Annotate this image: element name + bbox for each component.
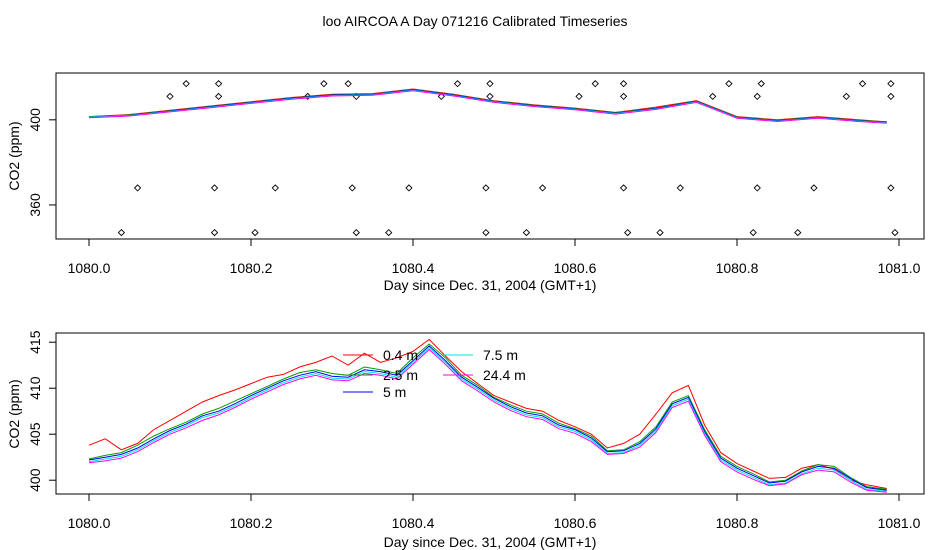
data-marker [486, 80, 494, 88]
data-marker [575, 92, 583, 101]
data-marker [271, 184, 279, 192]
data-marker [753, 92, 761, 101]
x-tick-label: 1080.2 [230, 515, 273, 531]
x-tick-label: 1080.8 [716, 260, 759, 276]
data-marker [810, 184, 818, 192]
x-tick-label: 1080.8 [716, 515, 759, 531]
y-axis-label: CO2 (ppm) [6, 121, 22, 190]
data-marker [320, 80, 328, 88]
x-tick-label: 1080.6 [554, 260, 597, 276]
data-marker [891, 228, 899, 237]
legend-label: 7.5 m [483, 347, 518, 363]
data-marker [887, 92, 895, 101]
y-tick-label: 415 [27, 330, 43, 354]
x-tick-label: 1080.6 [554, 515, 597, 531]
y-tick-label: 410 [27, 376, 43, 400]
data-marker [214, 92, 223, 101]
chart-panel-1: 1080.0 1080.2 1080.4 1080.6 1080.8 1081.0 360… [6, 72, 925, 293]
data-marker [858, 80, 867, 88]
data-marker [842, 92, 850, 101]
data-marker [214, 80, 223, 88]
x-axis: 1080.0 1080.2 1080.4 1080.6 1080.8 1081.0 [68, 493, 921, 531]
x-axis-label: Day since Dec. 31, 2004 (GMT+1) [384, 277, 597, 293]
data-marker [166, 92, 174, 101]
data-marker [385, 228, 393, 237]
data-marker [486, 92, 494, 101]
data-marker [210, 184, 219, 192]
y-axis-label: CO2 (ppm) [6, 379, 22, 448]
x-tick-label: 1080.4 [392, 260, 435, 276]
data-marker [182, 80, 190, 88]
series-line [88, 343, 887, 490]
legend-label: 24.4 m [483, 367, 526, 383]
data-marker [538, 184, 547, 192]
y-tick-label: 360 [27, 193, 43, 217]
y-axis: 400 405 410 415 [27, 330, 56, 492]
legend-label: 0.4 m [383, 347, 418, 363]
data-marker [749, 228, 757, 237]
data-marker [725, 80, 733, 88]
x-axis: 1080.0 1080.2 1080.4 1080.6 1080.8 1081.0 [68, 238, 921, 276]
data-marker [887, 80, 895, 88]
x-tick-label: 1080.0 [68, 260, 111, 276]
data-marker [656, 228, 664, 237]
y-tick-label: 400 [27, 108, 43, 132]
data-marker [304, 92, 312, 101]
marker-layer [117, 80, 899, 237]
x-tick-label: 1080.2 [230, 260, 273, 276]
data-marker [453, 80, 462, 88]
data-marker [887, 184, 895, 192]
series-line [88, 88, 887, 123]
data-marker [522, 228, 531, 237]
data-marker [757, 80, 765, 88]
legend-label: 5 m [383, 384, 406, 400]
data-marker [352, 228, 360, 237]
series-line [88, 338, 887, 489]
series-line [88, 90, 887, 124]
x-tick-label: 1080.0 [68, 515, 111, 531]
data-marker [482, 184, 490, 192]
data-marker [619, 184, 628, 192]
data-marker [482, 228, 490, 237]
data-marker [117, 228, 126, 237]
legend: 0.4 m 2.5 m5 m 7.5 m 24.4 m [343, 347, 526, 400]
data-marker [794, 228, 802, 237]
data-marker [437, 92, 445, 101]
x-tick-label: 1081.0 [878, 515, 921, 531]
series-line [88, 347, 887, 492]
plot-frame [55, 72, 925, 240]
data-marker [405, 184, 413, 192]
data-marker [344, 80, 352, 88]
data-marker [348, 184, 356, 192]
data-marker [591, 80, 599, 88]
x-tick-label: 1081.0 [878, 260, 921, 276]
x-tick-label: 1080.4 [392, 515, 435, 531]
data-marker [619, 92, 628, 101]
data-marker [676, 184, 684, 192]
data-marker [133, 184, 142, 192]
x-axis-label: Day since Dec. 31, 2004 (GMT+1) [384, 534, 597, 550]
series-layer [88, 338, 887, 493]
data-marker [624, 228, 632, 237]
data-marker [753, 184, 761, 192]
y-axis: 360 400 [27, 108, 56, 217]
data-marker [709, 92, 717, 101]
legend-label: 2.5 m [383, 367, 418, 383]
y-tick-label: 400 [27, 468, 43, 492]
data-marker [251, 228, 259, 237]
figure-title: loo AIRCOA A Day 071216 Calibrated Times… [322, 13, 627, 29]
series-line [88, 345, 887, 491]
series-line [88, 88, 887, 123]
y-tick-label: 405 [27, 422, 43, 446]
series-line [88, 348, 887, 493]
series-layer [88, 88, 887, 124]
data-marker [210, 228, 219, 237]
data-marker [619, 80, 628, 88]
chart-panel-2: 1080.0 1080.2 1080.4 1080.6 1080.8 1081.0 400… [6, 330, 925, 550]
